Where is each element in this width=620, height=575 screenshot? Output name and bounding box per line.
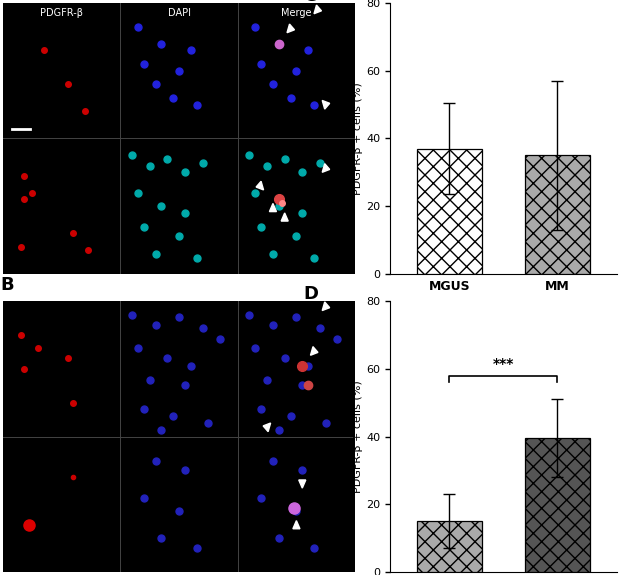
Polygon shape [270, 204, 277, 212]
Polygon shape [281, 213, 288, 221]
Text: D: D [304, 285, 319, 303]
Polygon shape [311, 347, 318, 355]
Text: C: C [304, 0, 317, 5]
Polygon shape [299, 480, 306, 488]
Polygon shape [322, 302, 330, 310]
Y-axis label: PDGFR-β + cells (%): PDGFR-β + cells (%) [353, 380, 363, 493]
Bar [525, 438, 590, 572]
Text: Merge: Merge [281, 8, 312, 18]
Text: B: B [1, 276, 14, 294]
Bar [417, 522, 482, 572]
Polygon shape [322, 164, 330, 172]
Text: PDGFR-β: PDGFR-β [40, 8, 83, 18]
Text: ***: *** [493, 356, 514, 370]
Bar [417, 148, 482, 274]
Polygon shape [314, 5, 322, 14]
Polygon shape [293, 520, 300, 529]
Polygon shape [256, 181, 264, 190]
Polygon shape [263, 423, 270, 432]
Text: DAPI: DAPI [167, 8, 190, 18]
Polygon shape [287, 24, 294, 33]
Y-axis label: PDGFR-β + cells (%): PDGFR-β + cells (%) [353, 82, 363, 195]
Polygon shape [322, 101, 330, 109]
Bar [525, 155, 590, 274]
